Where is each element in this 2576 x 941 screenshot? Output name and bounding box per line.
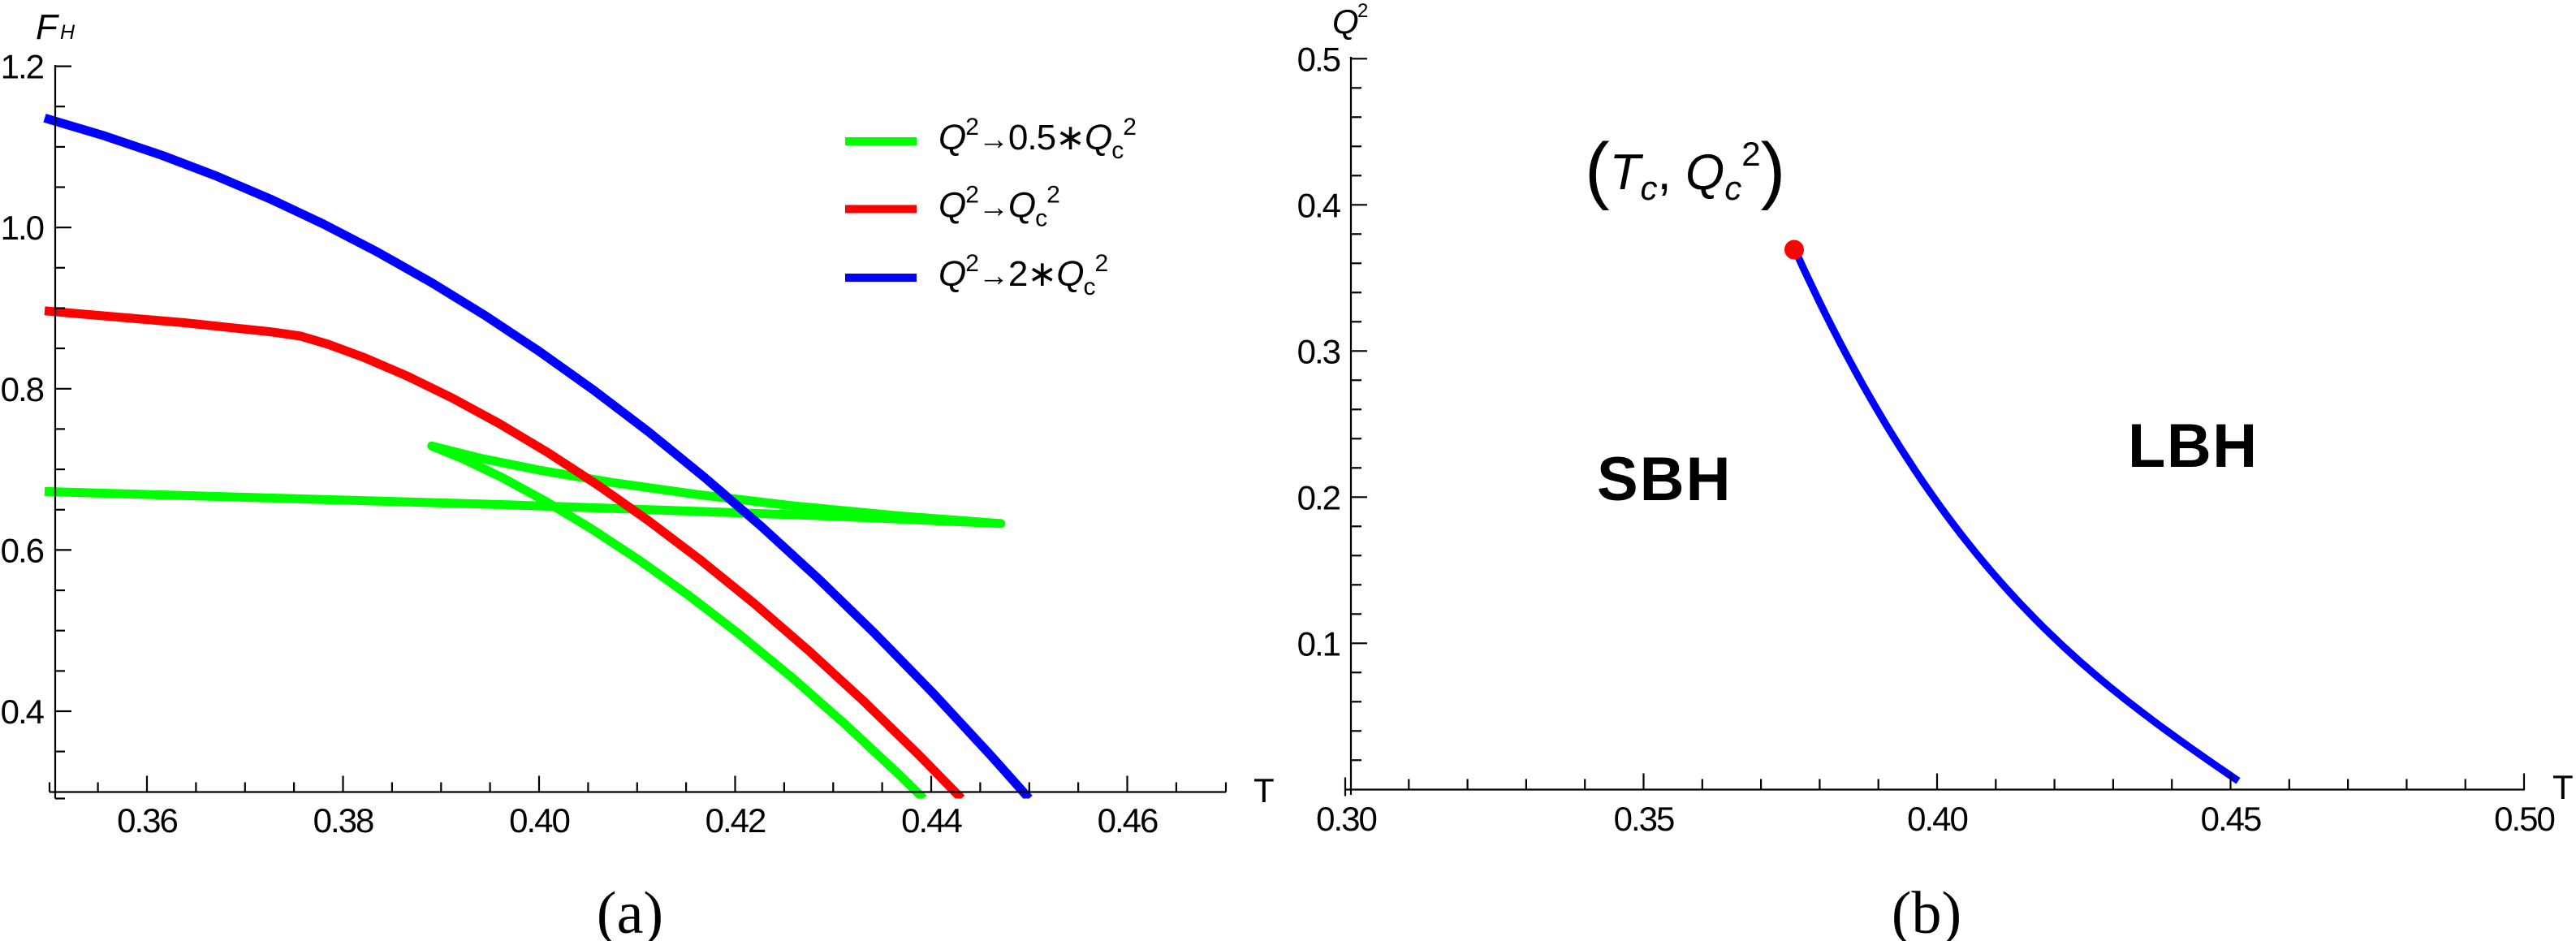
- svg-text:1.0: 1.0: [1, 209, 44, 247]
- svg-text:T: T: [1253, 771, 1275, 809]
- svg-text:0.30: 0.30: [1316, 800, 1376, 838]
- svg-text:0.40: 0.40: [509, 801, 569, 840]
- svg-text:Q2→Qc2: Q2→Qc2: [938, 182, 1059, 232]
- svg-text:0.36: 0.36: [117, 801, 177, 840]
- svg-text:0.2: 0.2: [1297, 478, 1340, 516]
- svg-text:LBH: LBH: [2128, 412, 2259, 481]
- svg-text:(b): (b): [1892, 880, 1961, 941]
- svg-text:2: 2: [1357, 0, 1368, 22]
- svg-text:0.3: 0.3: [1297, 332, 1340, 370]
- svg-text:0.4: 0.4: [1297, 186, 1341, 224]
- svg-text:0.5: 0.5: [1297, 40, 1340, 78]
- svg-text:1.2: 1.2: [1, 48, 44, 86]
- svg-text:Q2→0.5∗Qc2: Q2→0.5∗Qc2: [938, 114, 1136, 164]
- svg-text:T: T: [2552, 768, 2574, 806]
- svg-text:0.50: 0.50: [2494, 800, 2554, 838]
- svg-text:0.46: 0.46: [1098, 801, 1158, 840]
- svg-text:0.35: 0.35: [1614, 800, 1674, 838]
- svg-text:0.1: 0.1: [1297, 624, 1340, 663]
- svg-text:0.40: 0.40: [1907, 800, 1967, 838]
- svg-text:Q2→2∗Qc2: Q2→2∗Qc2: [938, 250, 1108, 300]
- svg-text:0.42: 0.42: [705, 801, 766, 840]
- svg-text:SBH: SBH: [1597, 445, 1732, 514]
- svg-text:(a): (a): [597, 880, 663, 941]
- svg-text:Q: Q: [1332, 2, 1359, 41]
- svg-text:F: F: [36, 7, 59, 47]
- svg-text:0.8: 0.8: [1, 370, 44, 408]
- svg-text:0.44: 0.44: [901, 801, 962, 840]
- svg-text:(Tc, Qc2): (Tc, Qc2): [1585, 128, 1785, 211]
- svg-text:0.4: 0.4: [1, 693, 45, 731]
- svg-text:0.45: 0.45: [2201, 800, 2261, 838]
- svg-text:0.38: 0.38: [313, 801, 373, 840]
- svg-text:H: H: [60, 21, 76, 44]
- svg-text:0.6: 0.6: [1, 531, 44, 569]
